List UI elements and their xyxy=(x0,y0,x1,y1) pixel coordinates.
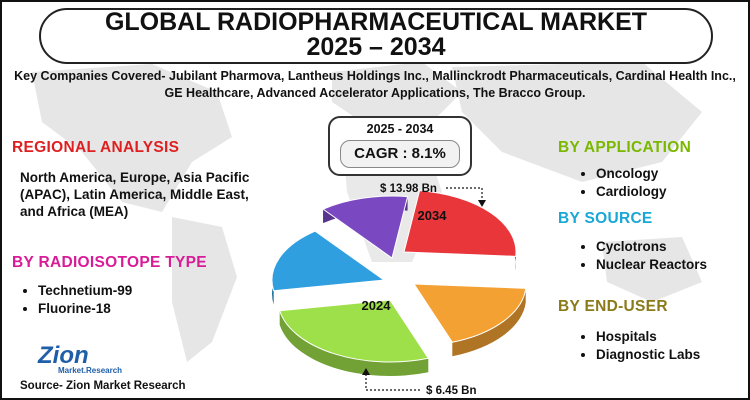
radioisotope-list: Technetium-99 Fluorine-18 xyxy=(20,282,132,318)
annotation-2034-value: $ 13.98 Bn xyxy=(380,183,437,195)
list-item: Oncology xyxy=(596,165,667,183)
source-list: Cyclotrons Nuclear Reactors xyxy=(578,238,707,274)
list-item: Hospitals xyxy=(596,328,700,346)
logo-wordmark: Zion xyxy=(38,342,89,369)
source-note: Source- Zion Market Research xyxy=(20,380,186,392)
application-list: Oncology Cardiology xyxy=(578,165,667,201)
list-item: Cyclotrons xyxy=(596,238,707,256)
list-item: Cardiology xyxy=(596,183,667,201)
annotation-2034-arrow xyxy=(478,200,486,207)
cagr-value: CAGR : 8.1% xyxy=(340,140,460,168)
list-item: Diagnostic Labs xyxy=(596,346,700,364)
zion-logo: Zion Market.Research xyxy=(38,342,138,378)
regional-analysis-text: North America, Europe, Asia Pacific (APA… xyxy=(20,170,250,219)
regional-analysis-heading: REGIONAL ANALYSIS xyxy=(12,139,180,156)
pie-slice-0 xyxy=(403,190,517,257)
application-heading: BY APPLICATION xyxy=(558,139,692,156)
pie-slice-label-2034: 2034 xyxy=(418,208,448,223)
pie-slice-2 xyxy=(279,299,430,363)
title-box: GLOBAL RADIOPHARMACEUTICAL MARKET 2025 –… xyxy=(39,8,713,64)
title-years: 2025 – 2034 xyxy=(306,33,446,61)
cagr-box: 2025 - 2034 CAGR : 8.1% xyxy=(328,116,472,176)
annotation-2024-leader xyxy=(365,374,422,391)
pie-slice-1 xyxy=(413,283,527,343)
pie-slice-3 xyxy=(271,230,386,292)
pie-slice-label-2024: 2024 xyxy=(362,298,392,313)
source-heading: BY SOURCE xyxy=(558,210,653,227)
annotation-2034-leader xyxy=(446,187,483,202)
list-item: Nuclear Reactors xyxy=(596,256,707,274)
pie-slice-4 xyxy=(322,195,409,259)
key-companies-text: Key Companies Covered- Jubilant Pharmova… xyxy=(14,69,736,100)
cagr-period: 2025 - 2034 xyxy=(366,122,434,136)
list-item: Technetium-99 xyxy=(38,282,132,300)
annotation-2024-arrow xyxy=(362,368,370,375)
end-user-list: Hospitals Diagnostic Labs xyxy=(578,328,700,364)
list-item: Fluorine-18 xyxy=(38,300,132,318)
annotation-2024-value: $ 6.45 Bn xyxy=(426,385,477,397)
logo-subtext: Market.Research xyxy=(58,366,123,375)
radioisotope-heading: BY RADIOISOTOPE TYPE xyxy=(12,254,207,271)
main-title: GLOBAL RADIOPHARMACEUTICAL MARKET xyxy=(104,8,648,36)
end-user-heading: BY END-USER xyxy=(558,298,668,315)
